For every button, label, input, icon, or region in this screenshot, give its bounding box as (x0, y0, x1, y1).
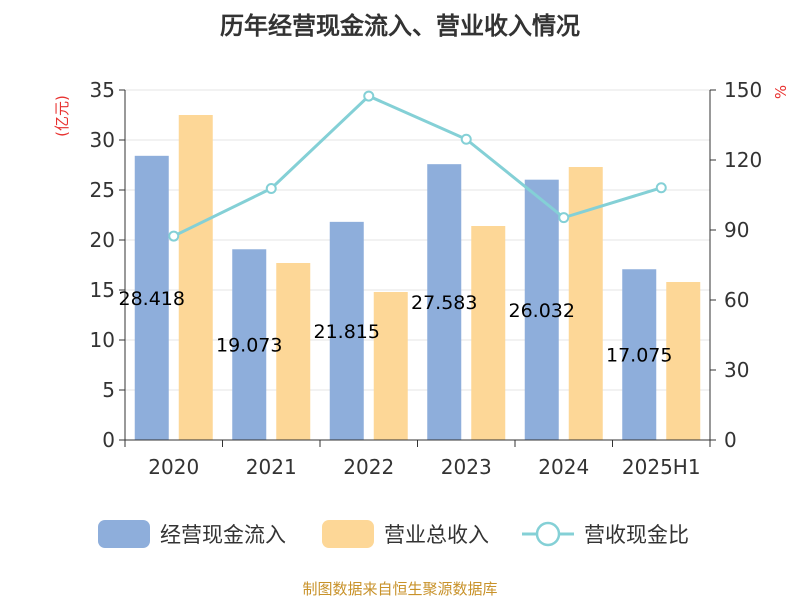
y-left-tick-label: 0 (102, 428, 115, 452)
legend-swatch (322, 520, 374, 548)
ratio-point (460, 133, 472, 145)
bar-revenue (568, 167, 603, 440)
data-label: 28.418 (119, 288, 185, 310)
y-right-tick-label: 150 (724, 78, 762, 102)
gridlines (125, 89, 710, 391)
y-right-tick-label: 60 (724, 288, 749, 312)
bar-revenue (373, 292, 408, 440)
y-left-tick-label: 15 (90, 278, 115, 302)
legend-label: 营业总收入 (384, 523, 489, 547)
bar-cash-inflow (329, 221, 364, 440)
bar-cash-inflow (622, 269, 657, 440)
x-tick-label: 2022 (343, 455, 394, 479)
source-note: 制图数据来自恒生聚源数据库 (302, 580, 497, 598)
ratio-point (558, 212, 570, 224)
y-right-axis-label: % (772, 85, 790, 99)
y-right-tick-label: 90 (724, 218, 749, 242)
y-left-tick-label: 30 (90, 128, 115, 152)
legend-swatch (98, 520, 150, 548)
bar-cash-inflow (134, 155, 169, 440)
chart-title: 历年经营现金流入、营业收入情况 (220, 12, 580, 40)
legend-label: 经营现金流入 (160, 523, 286, 547)
data-label: 17.075 (606, 345, 672, 367)
x-tick-label: 2020 (148, 455, 199, 479)
bar-cash-inflow (232, 249, 267, 440)
bar-revenue (276, 263, 311, 440)
y-right-tick-label: 0 (724, 428, 737, 452)
ratio-line-series (168, 90, 667, 242)
x-tick-label: 2024 (538, 455, 589, 479)
y-left-tick-label: 25 (90, 178, 115, 202)
x-tick-label: 2023 (441, 455, 492, 479)
y-left-tick-label: 35 (90, 78, 115, 102)
bar-revenue (666, 282, 701, 440)
legend-marker (535, 521, 561, 547)
data-label: 19.073 (216, 335, 282, 357)
data-labels: 28.418 19.073 21.815 27.583 26.032 17.075 (119, 288, 673, 367)
ratio-point (655, 182, 667, 194)
y-right-tick-label: 30 (724, 358, 749, 382)
bars (134, 115, 701, 441)
legend: 经营现金流入 营业总收入 营收现金比 (98, 520, 689, 548)
bar-cash-inflow (524, 179, 559, 440)
y-left-tick-label: 10 (90, 328, 115, 352)
y-left-tick-label: 20 (90, 228, 115, 252)
ratio-point (265, 182, 277, 194)
ratio-point (363, 90, 375, 102)
data-label: 21.815 (314, 321, 380, 343)
ratio-point (168, 230, 180, 242)
data-label: 26.032 (509, 300, 575, 322)
y-right-tick-label: 120 (724, 148, 762, 172)
legend-label: 营收现金比 (584, 523, 689, 547)
bar-cash-inflow (427, 164, 462, 441)
x-tick-label: 2025H1 (622, 455, 701, 479)
x-tick-label: 2021 (246, 455, 297, 479)
data-label: 27.583 (411, 292, 477, 314)
ratio-line (173, 94, 662, 238)
y-left-axis-label: (亿元) (53, 95, 71, 137)
y-left-tick-label: 5 (102, 378, 115, 402)
bar-revenue (178, 115, 213, 440)
bar-revenue (471, 226, 506, 440)
axes: 0 5 10 15 20 25 30 35 0 30 60 90 120 150 2020 2021 2022 2… (90, 78, 763, 479)
